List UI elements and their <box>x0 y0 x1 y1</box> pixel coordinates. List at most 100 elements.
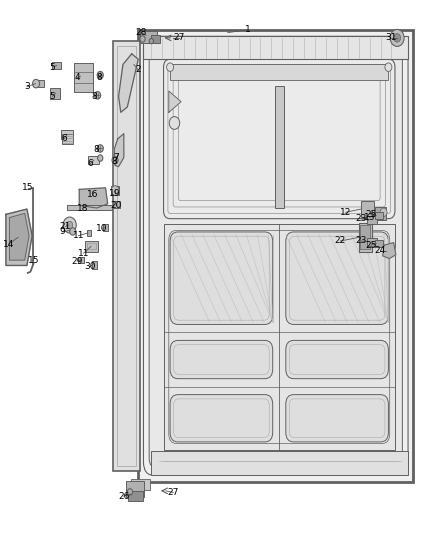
Polygon shape <box>169 91 181 112</box>
Text: 11: 11 <box>73 231 84 240</box>
FancyBboxPatch shape <box>286 232 389 325</box>
Text: 15: 15 <box>28 256 39 264</box>
Text: 4: 4 <box>74 73 80 82</box>
Text: 6: 6 <box>87 159 93 168</box>
Text: 30: 30 <box>85 262 96 271</box>
Text: 22: 22 <box>335 237 346 246</box>
Text: 1: 1 <box>244 26 250 35</box>
Circle shape <box>394 34 401 42</box>
Text: 31: 31 <box>386 34 397 43</box>
Bar <box>74 63 93 92</box>
Text: 26: 26 <box>118 491 130 500</box>
Text: 14: 14 <box>3 240 14 249</box>
Text: 8: 8 <box>111 157 117 166</box>
Text: 18: 18 <box>77 204 88 213</box>
Text: 29: 29 <box>71 257 83 265</box>
Circle shape <box>98 146 103 152</box>
Bar <box>127 491 143 502</box>
Circle shape <box>385 63 392 71</box>
Bar <box>92 261 97 269</box>
Circle shape <box>95 92 101 99</box>
Circle shape <box>390 29 404 46</box>
Bar <box>151 451 408 475</box>
Bar <box>359 223 372 252</box>
Text: 24: 24 <box>374 246 385 255</box>
Circle shape <box>97 145 103 152</box>
Text: 15: 15 <box>22 183 34 192</box>
Bar <box>78 257 84 263</box>
Text: 12: 12 <box>340 208 351 217</box>
Text: 20: 20 <box>111 201 122 210</box>
Text: 5: 5 <box>49 92 55 101</box>
Text: 8: 8 <box>96 73 102 82</box>
FancyBboxPatch shape <box>286 341 389 378</box>
Bar <box>151 35 160 43</box>
Bar <box>61 130 73 140</box>
Bar <box>275 86 284 208</box>
Text: 21: 21 <box>60 222 71 231</box>
Text: 28: 28 <box>136 28 147 37</box>
Text: 6: 6 <box>61 134 67 143</box>
Bar <box>62 134 73 144</box>
Polygon shape <box>6 209 32 265</box>
Bar <box>361 201 374 217</box>
Text: 8: 8 <box>92 92 97 101</box>
Circle shape <box>149 38 153 44</box>
Text: 2: 2 <box>135 66 141 74</box>
FancyBboxPatch shape <box>170 394 273 442</box>
Bar <box>113 200 120 208</box>
Circle shape <box>112 157 118 164</box>
Bar <box>360 225 370 249</box>
Bar <box>103 224 108 231</box>
Bar <box>113 41 140 471</box>
Circle shape <box>98 155 103 161</box>
Bar <box>367 216 377 224</box>
Bar <box>375 240 383 247</box>
Text: 27: 27 <box>173 34 184 43</box>
Bar <box>50 88 60 99</box>
Circle shape <box>127 489 133 495</box>
Bar <box>85 241 98 252</box>
FancyBboxPatch shape <box>170 341 273 378</box>
Circle shape <box>169 117 180 130</box>
Text: 27: 27 <box>167 488 179 497</box>
Polygon shape <box>383 243 396 259</box>
Bar <box>87 230 91 236</box>
Bar <box>34 80 44 87</box>
Text: 5: 5 <box>49 63 55 71</box>
Circle shape <box>111 185 119 195</box>
Bar <box>163 224 395 450</box>
Circle shape <box>67 221 73 229</box>
Bar <box>170 64 389 80</box>
Circle shape <box>70 228 76 235</box>
Text: 9: 9 <box>60 228 66 237</box>
Text: 13: 13 <box>364 213 375 222</box>
Bar <box>375 212 383 219</box>
Bar <box>88 156 99 165</box>
Polygon shape <box>10 213 29 260</box>
Bar <box>127 481 144 497</box>
Text: 10: 10 <box>96 224 108 233</box>
Bar <box>87 243 96 249</box>
FancyBboxPatch shape <box>163 59 395 219</box>
Circle shape <box>32 79 39 88</box>
Bar <box>131 479 150 490</box>
Text: 23: 23 <box>355 214 367 223</box>
Text: 3: 3 <box>24 82 30 91</box>
Text: 11: 11 <box>78 249 89 258</box>
Bar <box>52 62 61 69</box>
Text: 16: 16 <box>87 190 98 199</box>
Bar <box>144 36 408 59</box>
Circle shape <box>97 71 103 79</box>
Bar <box>117 46 136 466</box>
Polygon shape <box>114 134 124 166</box>
Bar <box>111 185 119 195</box>
Text: 25: 25 <box>365 241 377 250</box>
Bar <box>140 31 157 43</box>
FancyBboxPatch shape <box>170 232 273 325</box>
Bar <box>138 30 413 482</box>
Polygon shape <box>119 54 138 112</box>
Text: 7: 7 <box>113 153 119 162</box>
Polygon shape <box>79 188 108 208</box>
FancyBboxPatch shape <box>149 43 403 469</box>
